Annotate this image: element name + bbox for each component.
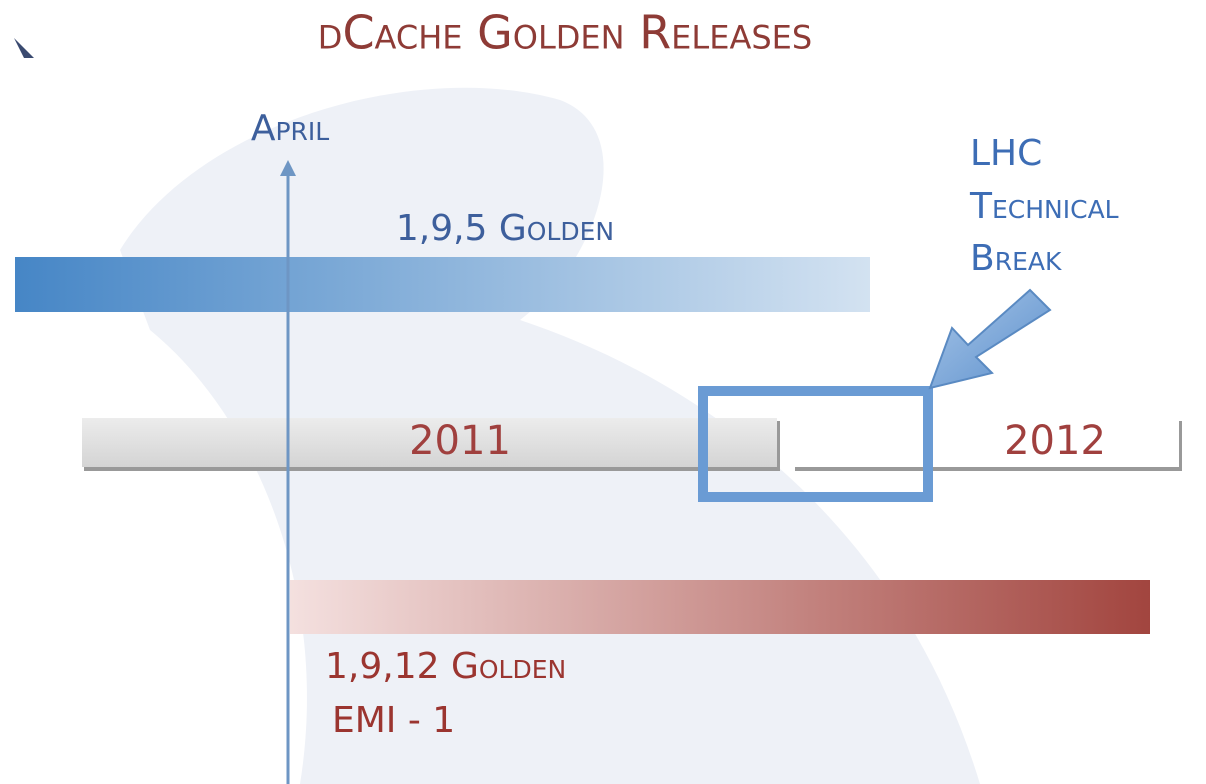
year-label: 2012 [1004, 418, 1106, 464]
year-bar [82, 418, 777, 467]
release-label: 1,9,5 Golden [396, 208, 614, 249]
callout-line: LHC [970, 133, 1042, 174]
callout-line: Technical [969, 186, 1119, 227]
year-bar [793, 418, 1179, 467]
release-label: 1,9,12 Golden [325, 646, 566, 687]
marker-arrowhead [280, 160, 296, 176]
release-bar [15, 257, 870, 312]
highlight-box [698, 386, 933, 502]
callout-arrow [928, 288, 1052, 390]
callout-line: Break [970, 238, 1062, 279]
release-note: EMI - 1 [332, 700, 455, 741]
icon [14, 38, 34, 58]
marker-label: April [251, 108, 329, 149]
release-bar [290, 580, 1150, 634]
year-label: 2011 [409, 418, 511, 464]
title: dCache Golden Releases [318, 6, 812, 60]
